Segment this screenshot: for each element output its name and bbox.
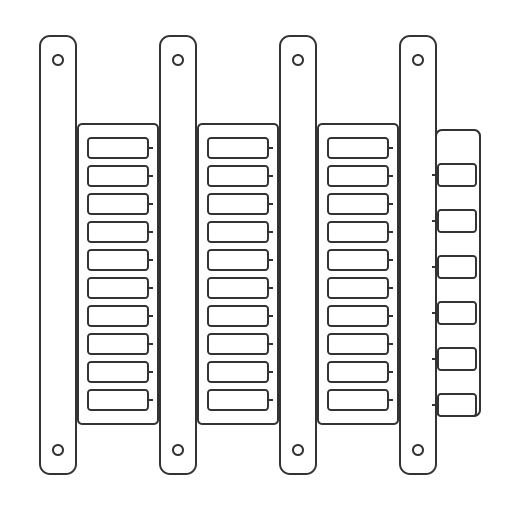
tab-0 [438,164,476,186]
panel-0-slot-7 [88,334,148,354]
post-2 [280,36,316,474]
panel-1-slot-4 [208,250,268,270]
panel-0-slot-8 [88,362,148,382]
post-1-hole-top [173,55,183,65]
panel-2-slot-2 [328,194,388,214]
post-3-hole-top [413,55,423,65]
panel-0-slot-2 [88,194,148,214]
panel-0-slot-3 [88,222,148,242]
post-0-hole-top [53,55,63,65]
panel-2-slot-0 [328,138,388,158]
panel-1-slot-3 [208,222,268,242]
panel-1-slot-7 [208,334,268,354]
tab-4 [438,348,476,370]
post-0-hole-bottom [53,445,63,455]
panel-1-slot-2 [208,194,268,214]
panel-0-slot-9 [88,390,148,410]
tab-3 [438,302,476,324]
post-1 [160,36,196,474]
panel-0-slot-0 [88,138,148,158]
post-3-hole-bottom [413,445,423,455]
post-3 [400,36,436,474]
tab-5 [438,394,476,416]
panel-0-slot-6 [88,306,148,326]
panel-2-slot-9 [328,390,388,410]
post-2-hole-top [293,55,303,65]
panel-2-slot-1 [328,166,388,186]
panel-1-slot-8 [208,362,268,382]
panel-2-slot-5 [328,278,388,298]
panel-0-slot-1 [88,166,148,186]
panel-0-slot-5 [88,278,148,298]
tab-2 [438,256,476,278]
post-0 [40,36,76,474]
tab-1 [438,210,476,232]
panel-1-slot-0 [208,138,268,158]
panel-2-slot-7 [328,334,388,354]
panel-1-slot-9 [208,390,268,410]
post-1-hole-bottom [173,445,183,455]
panel-2-slot-3 [328,222,388,242]
post-2-hole-bottom [293,445,303,455]
panel-2-slot-6 [328,306,388,326]
diagram-root [0,0,510,510]
panel-2-slot-8 [328,362,388,382]
panel-1-slot-1 [208,166,268,186]
panel-2-slot-4 [328,250,388,270]
panel-0-slot-4 [88,250,148,270]
panel-1-slot-5 [208,278,268,298]
panel-1-slot-6 [208,306,268,326]
